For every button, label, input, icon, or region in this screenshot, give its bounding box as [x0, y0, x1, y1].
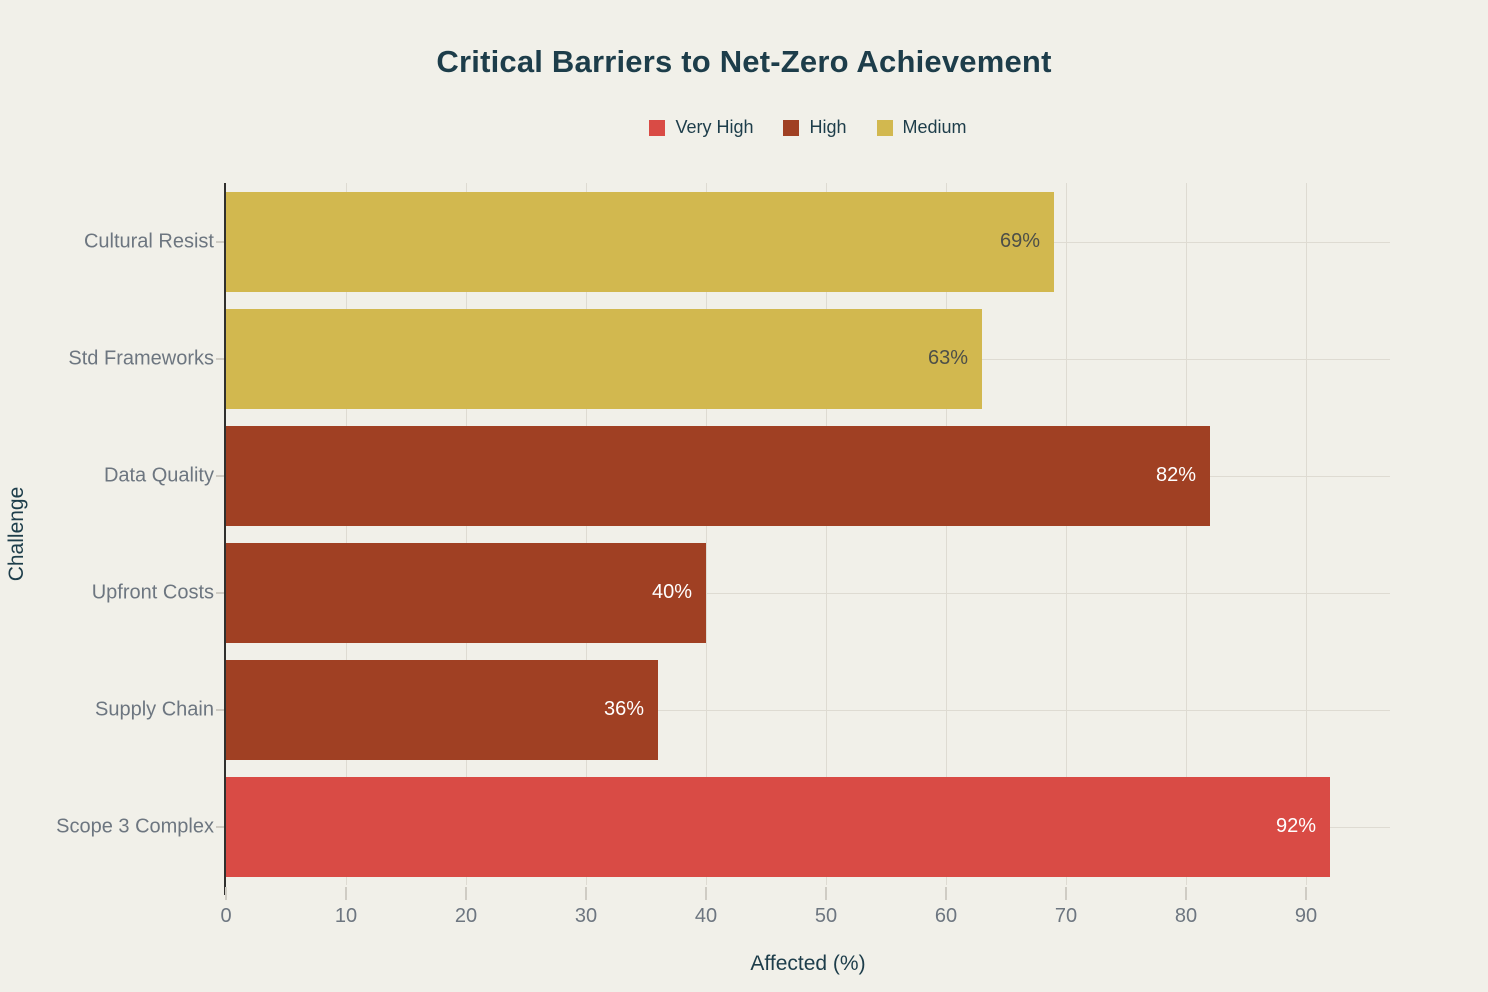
x-axis-tick-label: 10 — [334, 905, 358, 927]
x-axis-title: Affected (%) — [750, 952, 866, 975]
x-axis-tick — [1065, 887, 1067, 900]
y-axis-line — [224, 183, 226, 895]
gridline-vertical — [1066, 183, 1067, 885]
gridline-vertical — [706, 183, 707, 885]
bar-supply-chain: 36% — [226, 659, 658, 760]
bar-data-quality: 82% — [226, 425, 1210, 526]
category-label-std-frameworks: Std Frameworks — [68, 347, 214, 369]
gridline-vertical — [346, 183, 347, 885]
x-axis-tick-label: 90 — [1294, 905, 1318, 927]
bar-value-label: 69% — [999, 230, 1040, 252]
bar-value-label: 82% — [1155, 464, 1196, 486]
x-axis-tick-label: 80 — [1174, 905, 1198, 927]
x-axis-tick — [825, 887, 827, 900]
legend-label: High — [809, 117, 847, 137]
gridline-vertical — [586, 183, 587, 885]
category-label-data-quality: Data Quality — [103, 464, 214, 486]
bar-value-label: 40% — [651, 581, 692, 603]
category-label-supply-chain: Supply Chain — [95, 698, 214, 720]
x-axis-tick-label: 30 — [574, 905, 598, 927]
bar-scope-3-complex: 92% — [226, 776, 1330, 877]
x-axis-tick-label: 0 — [220, 905, 232, 927]
bar-value-label: 63% — [927, 347, 968, 369]
legend-swatch-icon — [783, 119, 800, 136]
x-axis-tick — [1185, 887, 1187, 900]
x-axis-tick-label: 50 — [814, 905, 838, 927]
gridline-vertical — [466, 183, 467, 885]
x-axis-tick-label: 20 — [454, 905, 478, 927]
gridline-vertical — [826, 183, 827, 885]
legend-item-very-high[interactable]: Very High — [649, 117, 753, 138]
legend-item-medium[interactable]: Medium — [876, 117, 967, 138]
category-label-cultural-resist: Cultural Resist — [83, 230, 214, 252]
y-axis-tick — [216, 474, 224, 477]
y-axis-category-labels: Cultural Resist Std Frameworks Data Qualit… — [0, 183, 214, 885]
gridline-horizontal — [226, 592, 1390, 594]
x-axis-tick — [465, 887, 467, 900]
legend-label: Medium — [902, 117, 967, 137]
legend-label: Very High — [675, 117, 754, 137]
gridline-horizontal — [226, 709, 1390, 711]
x-axis-tick-label: 40 — [694, 905, 718, 927]
gridline-vertical — [946, 183, 947, 885]
legend-item-high[interactable]: High — [783, 117, 847, 138]
plot-area: 69% 63% 82% 40% 36% 92% 0 10 20 30 40 50 60 70 80 90 — [216, 183, 1390, 927]
x-axis-tick-label: 70 — [1054, 905, 1078, 927]
bar-cultural-resist: 69% — [226, 191, 1054, 292]
category-label-scope-3-complex: Scope 3 Complex — [56, 815, 214, 837]
chart-title: Critical Barriers to Net-Zero Achievemen… — [436, 44, 1052, 79]
bar-value-label: 92% — [1275, 815, 1316, 837]
x-axis-tick — [585, 887, 587, 900]
bar-std-frameworks: 63% — [226, 308, 982, 409]
category-label-upfront-costs: Upfront Costs — [91, 581, 214, 603]
x-axis-tick — [945, 887, 947, 900]
x-axis-tick — [225, 887, 227, 900]
legend: Very High High Medium — [226, 117, 1390, 138]
x-axis-tick — [345, 887, 347, 900]
legend-swatch-icon — [649, 119, 666, 136]
bar-upfront-costs: 40% — [226, 542, 706, 643]
legend-swatch-icon — [876, 119, 893, 136]
y-axis-tick — [216, 357, 224, 360]
y-axis-tick — [216, 825, 224, 828]
gridline-vertical — [1306, 183, 1307, 885]
x-axis-tick — [705, 887, 707, 900]
x-axis-tick — [1305, 887, 1307, 900]
bar-value-label: 36% — [603, 698, 644, 720]
y-axis-tick — [216, 240, 224, 243]
gridline-vertical — [1186, 183, 1187, 885]
y-axis-tick — [216, 708, 224, 711]
x-axis-tick-label: 60 — [934, 905, 958, 927]
y-axis-tick — [216, 591, 224, 594]
